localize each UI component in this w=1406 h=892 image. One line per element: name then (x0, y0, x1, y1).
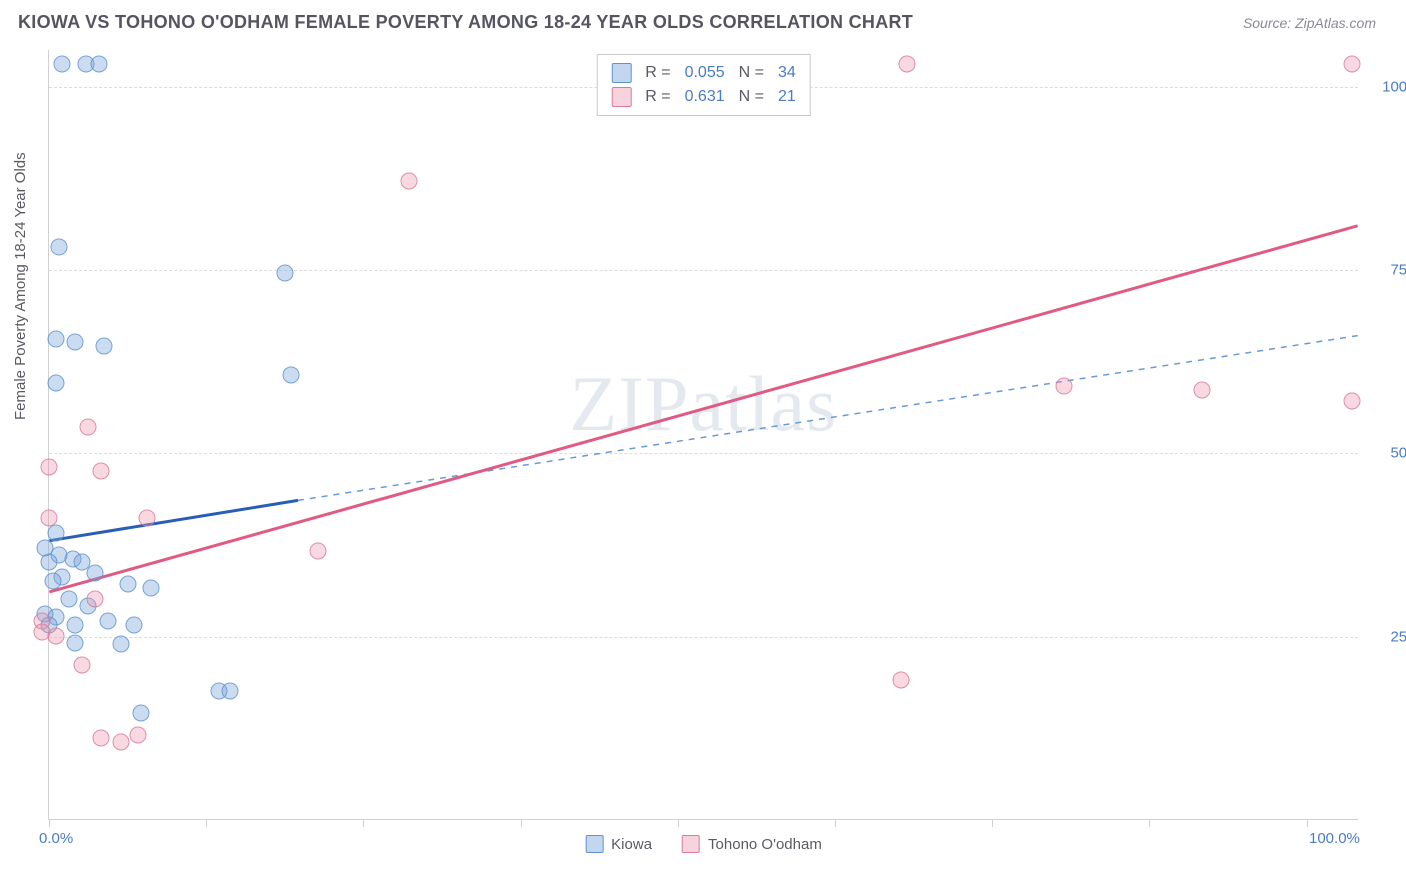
data-point (132, 704, 149, 721)
data-point (73, 657, 90, 674)
data-point (93, 462, 110, 479)
data-point (892, 671, 909, 688)
legend-row-tohono: R = 0.631 N = 21 (611, 85, 796, 109)
data-point (67, 616, 84, 633)
ytick-label: 100.0% (1382, 78, 1406, 95)
correlation-legend: R = 0.055 N = 34 R = 0.631 N = 21 (596, 54, 811, 116)
r-label: R = (645, 85, 670, 109)
data-point (54, 55, 71, 72)
n-value-kiowa: 34 (778, 61, 796, 85)
xtick-label: 100.0% (1309, 830, 1360, 847)
y-axis-label: Female Poverty Among 18-24 Year Olds (12, 152, 29, 420)
data-point (86, 591, 103, 608)
trend-lines (49, 50, 1358, 819)
r-label: R = (645, 61, 670, 85)
ytick-label: 75.0% (1390, 262, 1406, 279)
data-point (41, 510, 58, 527)
n-value-tohono: 21 (778, 85, 796, 109)
xtick-label: 0.0% (39, 830, 73, 847)
n-label: N = (739, 61, 764, 85)
data-point (47, 330, 64, 347)
data-point (119, 576, 136, 593)
xtick (835, 819, 836, 827)
xtick (1307, 819, 1308, 827)
xtick (363, 819, 364, 827)
swatch-pink (611, 87, 631, 107)
chart-title: KIOWA VS TOHONO O'ODHAM FEMALE POVERTY A… (18, 12, 913, 33)
swatch-blue (611, 63, 631, 83)
data-point (99, 613, 116, 630)
xtick (206, 819, 207, 827)
data-point (1056, 378, 1073, 395)
ytick-label: 50.0% (1390, 445, 1406, 462)
xtick (1149, 819, 1150, 827)
n-label: N = (739, 85, 764, 109)
data-point (47, 374, 64, 391)
data-point (41, 554, 58, 571)
data-point (1344, 55, 1361, 72)
data-point (130, 726, 147, 743)
data-point (139, 510, 156, 527)
data-point (93, 730, 110, 747)
data-point (283, 367, 300, 384)
legend-item-tohono: Tohono O'odham (682, 835, 822, 853)
ytick-label: 25.0% (1390, 628, 1406, 645)
data-point (309, 543, 326, 560)
data-point (276, 264, 293, 281)
data-point (126, 616, 143, 633)
swatch-pink (682, 835, 700, 853)
series-legend: Kiowa Tohono O'odham (585, 835, 822, 853)
r-value-kiowa: 0.055 (685, 61, 725, 85)
xtick (521, 819, 522, 827)
data-point (51, 239, 68, 256)
data-point (143, 580, 160, 597)
legend-item-kiowa: Kiowa (585, 835, 652, 853)
data-point (41, 459, 58, 476)
data-point (899, 55, 916, 72)
data-point (221, 682, 238, 699)
chart-header: KIOWA VS TOHONO O'ODHAM FEMALE POVERTY A… (0, 0, 1406, 41)
data-point (113, 636, 130, 653)
data-point (67, 635, 84, 652)
legend-label-tohono: Tohono O'odham (708, 836, 822, 853)
data-point (90, 55, 107, 72)
plot-area: ZIPatlas 25.0%50.0%75.0%100.0% 0.0%100.0… (48, 50, 1358, 820)
data-point (96, 338, 113, 355)
r-value-tohono: 0.631 (685, 85, 725, 109)
legend-label-kiowa: Kiowa (611, 836, 652, 853)
data-point (1344, 393, 1361, 410)
xtick (678, 819, 679, 827)
data-point (1193, 382, 1210, 399)
data-point (47, 525, 64, 542)
data-point (80, 418, 97, 435)
swatch-blue (585, 835, 603, 853)
data-point (44, 572, 61, 589)
xtick (992, 819, 993, 827)
data-point (47, 627, 64, 644)
data-point (401, 173, 418, 190)
data-point (67, 334, 84, 351)
data-point (86, 565, 103, 582)
data-point (60, 591, 77, 608)
chart-source: Source: ZipAtlas.com (1243, 15, 1376, 31)
data-point (113, 734, 130, 751)
legend-row-kiowa: R = 0.055 N = 34 (611, 61, 796, 85)
xtick (49, 819, 50, 827)
